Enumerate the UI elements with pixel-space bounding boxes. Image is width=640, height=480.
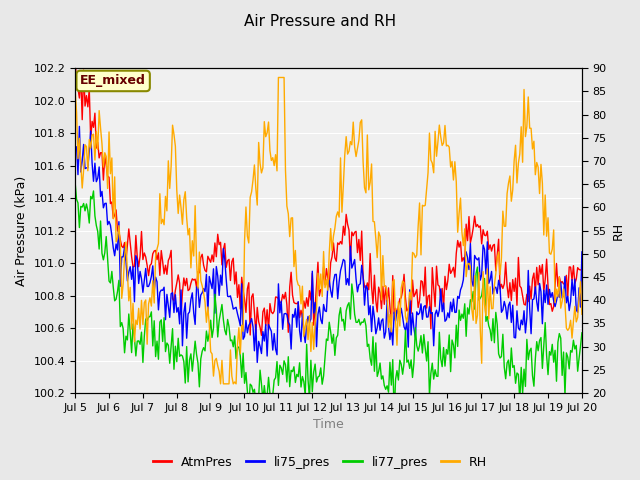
- li77_pres: [551, 348, 559, 353]
- li75_pres: [553, 298, 561, 304]
- li77_pres: [578, 330, 586, 336]
- RH: [553, 286, 561, 292]
- li75_pres: [249, 324, 257, 330]
- li75_pres: [296, 328, 303, 334]
- li77_pres: [133, 338, 141, 344]
- Y-axis label: RH: RH: [612, 222, 625, 240]
- li77_pres: [293, 372, 301, 377]
- li75_pres: [241, 334, 248, 339]
- li75_pres: [71, 148, 79, 154]
- Text: EE_mixed: EE_mixed: [80, 74, 146, 87]
- li75_pres: [253, 360, 261, 365]
- li75_pres: [76, 123, 83, 129]
- RH: [133, 322, 141, 327]
- li75_pres: [224, 293, 232, 299]
- Line: li75_pres: li75_pres: [75, 126, 582, 362]
- RH: [578, 312, 586, 317]
- AtmPres: [248, 294, 255, 300]
- RH: [71, 87, 79, 93]
- RH: [224, 381, 232, 387]
- AtmPres: [258, 333, 266, 338]
- li77_pres: [222, 332, 230, 338]
- AtmPres: [239, 288, 247, 293]
- li77_pres: [248, 383, 255, 389]
- AtmPres: [222, 264, 230, 270]
- Line: AtmPres: AtmPres: [75, 55, 582, 336]
- Line: RH: RH: [75, 77, 582, 384]
- li77_pres: [71, 180, 79, 186]
- li77_pres: [239, 350, 247, 356]
- AtmPres: [578, 267, 586, 273]
- Text: Air Pressure and RH: Air Pressure and RH: [244, 14, 396, 29]
- Line: li77_pres: li77_pres: [75, 183, 582, 416]
- li75_pres: [135, 281, 143, 287]
- li75_pres: [578, 249, 586, 255]
- li77_pres: [390, 413, 398, 419]
- AtmPres: [133, 254, 141, 260]
- RH: [241, 238, 248, 244]
- AtmPres: [294, 300, 302, 305]
- RH: [249, 177, 257, 183]
- RH: [296, 283, 303, 289]
- Y-axis label: Air Pressure (kPa): Air Pressure (kPa): [15, 176, 28, 286]
- AtmPres: [71, 52, 79, 58]
- Legend: AtmPres, li75_pres, li77_pres, RH: AtmPres, li75_pres, li77_pres, RH: [148, 451, 492, 474]
- RH: [275, 74, 282, 80]
- X-axis label: Time: Time: [313, 419, 344, 432]
- AtmPres: [551, 282, 559, 288]
- RH: [217, 381, 225, 387]
